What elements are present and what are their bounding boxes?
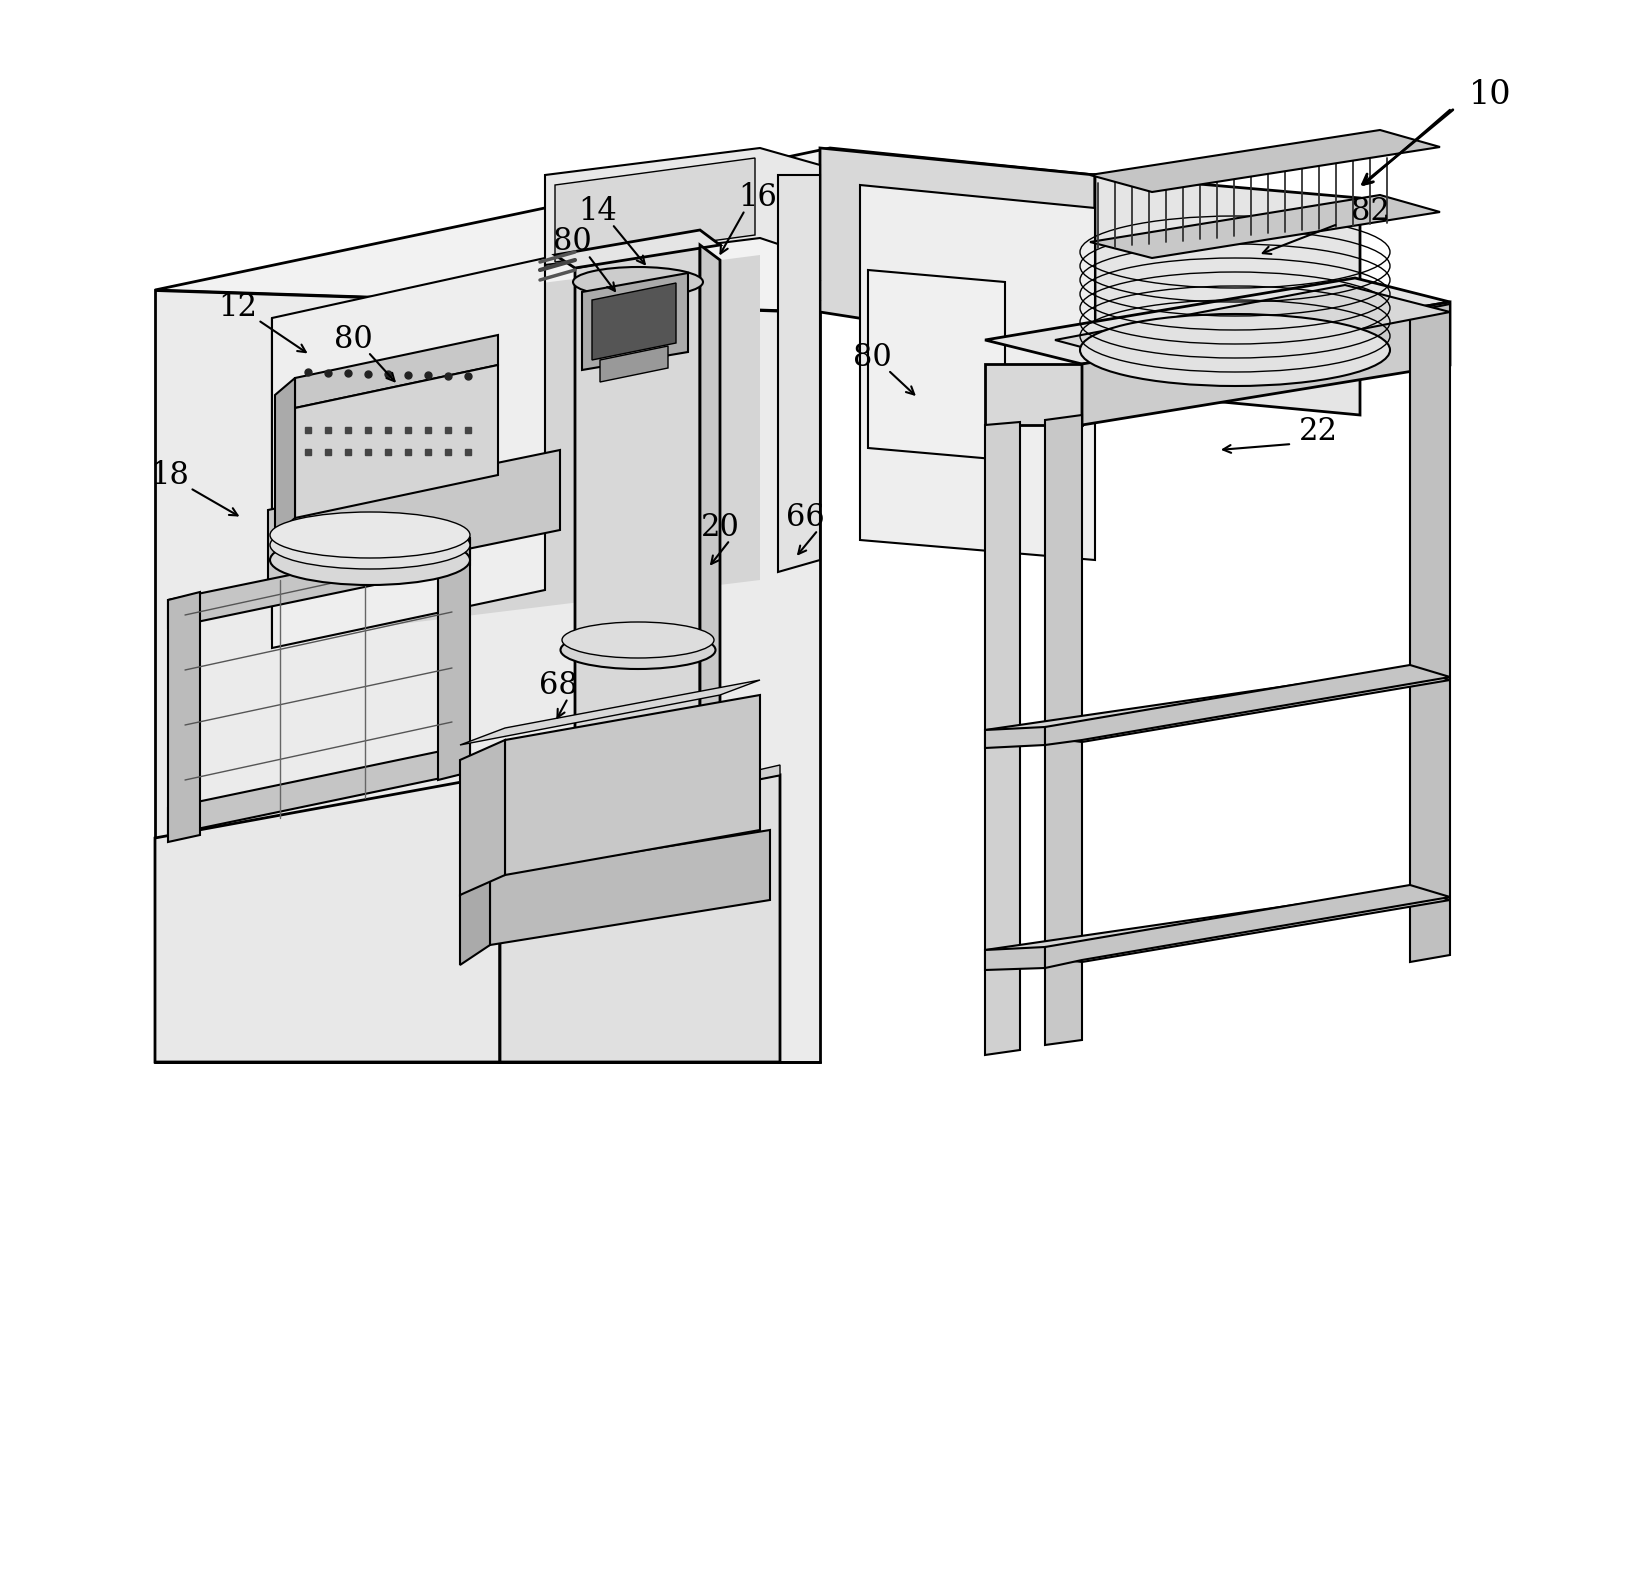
Polygon shape xyxy=(1045,416,1081,1045)
Polygon shape xyxy=(459,741,505,895)
Polygon shape xyxy=(574,244,700,761)
Polygon shape xyxy=(295,365,499,519)
Polygon shape xyxy=(984,278,1450,365)
Polygon shape xyxy=(984,668,1450,742)
Polygon shape xyxy=(984,365,1081,425)
Polygon shape xyxy=(491,829,770,945)
Polygon shape xyxy=(155,147,1095,312)
Polygon shape xyxy=(779,174,820,573)
Polygon shape xyxy=(601,346,668,382)
Ellipse shape xyxy=(1080,314,1389,385)
Ellipse shape xyxy=(270,520,471,569)
Polygon shape xyxy=(270,255,760,641)
Polygon shape xyxy=(168,538,471,628)
Polygon shape xyxy=(1081,301,1450,425)
Polygon shape xyxy=(295,335,499,408)
Text: 82: 82 xyxy=(1351,197,1389,227)
Polygon shape xyxy=(583,273,688,370)
Polygon shape xyxy=(275,377,295,534)
Ellipse shape xyxy=(561,631,716,669)
Polygon shape xyxy=(859,186,1095,560)
Ellipse shape xyxy=(270,512,471,558)
Text: 10: 10 xyxy=(1468,79,1511,111)
Ellipse shape xyxy=(270,534,471,585)
Text: 22: 22 xyxy=(1299,417,1338,447)
Text: 16: 16 xyxy=(739,182,777,214)
Polygon shape xyxy=(820,147,1095,355)
Polygon shape xyxy=(155,290,820,1063)
Polygon shape xyxy=(1090,130,1440,192)
Polygon shape xyxy=(168,592,201,842)
Polygon shape xyxy=(984,422,1021,1055)
Polygon shape xyxy=(700,244,719,752)
Polygon shape xyxy=(589,281,680,363)
Text: 80: 80 xyxy=(553,227,591,257)
Text: 14: 14 xyxy=(579,197,617,227)
Polygon shape xyxy=(545,147,820,265)
Polygon shape xyxy=(1055,285,1450,368)
Polygon shape xyxy=(500,776,780,1063)
Polygon shape xyxy=(867,270,1006,460)
Polygon shape xyxy=(272,259,545,649)
Text: 66: 66 xyxy=(785,503,825,533)
Text: 20: 20 xyxy=(701,512,739,544)
Polygon shape xyxy=(1095,174,1360,416)
Polygon shape xyxy=(459,875,491,964)
Polygon shape xyxy=(1045,885,1450,967)
Polygon shape xyxy=(268,450,560,590)
Text: 12: 12 xyxy=(219,292,257,324)
Polygon shape xyxy=(984,888,1450,963)
Text: 68: 68 xyxy=(538,669,578,701)
Polygon shape xyxy=(155,776,500,1063)
Text: 80: 80 xyxy=(334,325,372,355)
Polygon shape xyxy=(984,947,1045,971)
Polygon shape xyxy=(1090,195,1440,259)
Polygon shape xyxy=(500,768,540,1063)
Polygon shape xyxy=(438,539,471,780)
Polygon shape xyxy=(1411,305,1450,963)
Polygon shape xyxy=(168,745,471,834)
Text: 18: 18 xyxy=(150,460,189,490)
Polygon shape xyxy=(505,695,760,875)
Polygon shape xyxy=(459,680,760,745)
Polygon shape xyxy=(593,282,677,360)
Polygon shape xyxy=(555,159,756,262)
Ellipse shape xyxy=(573,266,703,297)
Polygon shape xyxy=(984,726,1045,749)
Polygon shape xyxy=(500,764,780,829)
Polygon shape xyxy=(555,230,719,268)
Ellipse shape xyxy=(561,622,714,658)
Polygon shape xyxy=(1045,665,1450,745)
Text: 80: 80 xyxy=(853,343,892,373)
